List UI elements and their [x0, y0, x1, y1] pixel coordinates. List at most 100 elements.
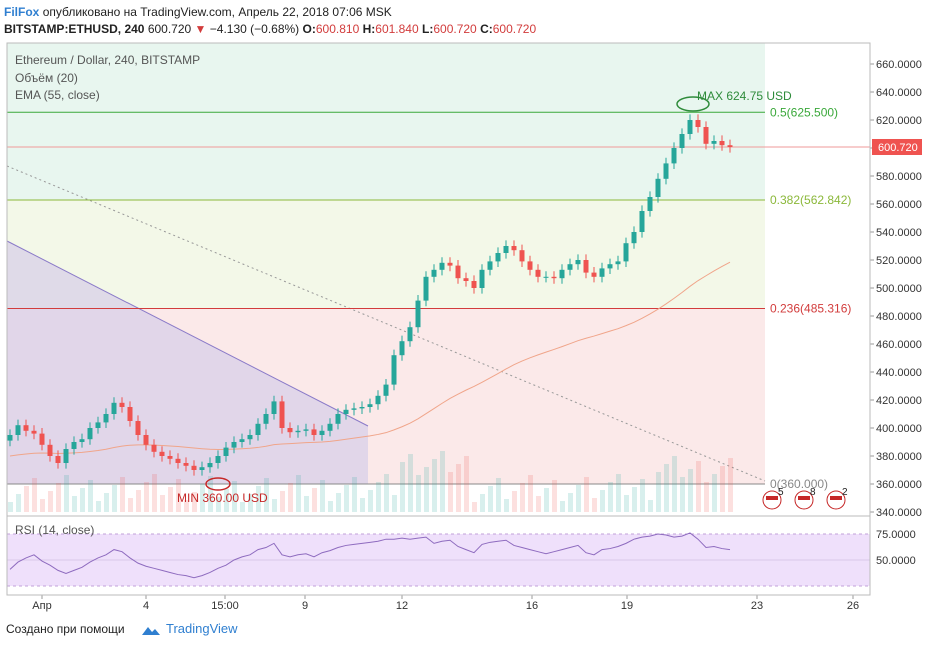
volume-bar	[168, 487, 173, 512]
volume-bar	[256, 486, 261, 512]
candle-body	[495, 253, 501, 262]
candle	[63, 443, 69, 469]
volume-bar	[472, 502, 477, 512]
candle	[183, 457, 189, 472]
volume-bar	[192, 492, 197, 512]
candle-body	[551, 276, 557, 279]
current-price-tag	[872, 138, 922, 155]
volume-bar	[408, 454, 413, 512]
candle-body	[471, 281, 477, 288]
candle-body	[159, 451, 165, 456]
candle-body	[191, 465, 197, 470]
candle-body	[127, 407, 133, 421]
current-price-label: 600.720	[878, 142, 918, 154]
candle-body	[703, 127, 709, 144]
rsi-legend[interactable]: RSI (14, close)	[15, 523, 95, 537]
candle	[511, 240, 517, 256]
dotted-trendline	[6, 165, 766, 482]
time-tick-label: 16	[526, 600, 538, 612]
volume-bar	[136, 490, 141, 512]
candle	[711, 135, 717, 150]
volume-bar	[64, 475, 69, 512]
candle-body	[631, 232, 637, 244]
candle-body	[559, 269, 565, 279]
volume-bar	[392, 495, 397, 512]
volume-bar	[584, 477, 589, 512]
volume-legend[interactable]: Объём (20)	[15, 71, 78, 85]
triangle-upper-line	[6, 240, 369, 427]
candle	[367, 398, 373, 413]
volume-bar	[720, 466, 725, 512]
candle	[71, 436, 77, 455]
candle-body	[503, 246, 509, 253]
volume-bar	[184, 500, 189, 512]
tradingview-logo[interactable]: TradingView	[140, 621, 238, 636]
volume-bar	[384, 474, 389, 512]
author-link[interactable]: FilFox	[4, 5, 40, 19]
candle	[223, 442, 229, 462]
candle-body	[303, 429, 309, 431]
candle	[111, 397, 117, 420]
candle-body	[727, 145, 733, 147]
candle	[87, 422, 93, 445]
volume-bar	[352, 477, 357, 512]
volume-bar	[504, 499, 509, 512]
volume-bar	[688, 469, 693, 512]
candle-body	[423, 276, 429, 301]
candle	[407, 321, 413, 347]
candle-body	[135, 421, 141, 435]
volume-bar	[424, 467, 429, 512]
price-tick-label: 540.0000	[876, 227, 922, 239]
candle-body	[487, 261, 493, 270]
volume-bar	[368, 490, 373, 512]
volume-bar	[728, 458, 733, 512]
candle-body	[279, 401, 285, 428]
volume-bar	[264, 478, 269, 512]
candle	[647, 191, 653, 217]
volume-bar	[104, 493, 109, 512]
candle-body	[23, 425, 29, 431]
candle	[7, 429, 13, 447]
candle	[639, 205, 645, 238]
candle-body	[143, 435, 149, 445]
candle-body	[15, 425, 21, 435]
fib-zone-0.382	[7, 200, 765, 309]
price-tick-label: 580.0000	[876, 171, 922, 183]
volume-bar	[208, 476, 213, 512]
candle-body	[215, 456, 221, 463]
candle	[679, 128, 685, 154]
candle-body	[247, 435, 253, 440]
candle	[623, 237, 629, 267]
candle	[255, 418, 261, 441]
candle	[559, 264, 565, 284]
candle-body	[295, 430, 301, 433]
candle	[575, 254, 581, 270]
candle	[447, 257, 453, 272]
candle	[535, 264, 541, 283]
candle	[695, 114, 701, 133]
volume-bar	[400, 462, 405, 512]
volume-bar	[280, 491, 285, 512]
candle-body	[55, 456, 61, 463]
volume-bar	[328, 501, 333, 512]
candle	[687, 114, 693, 140]
candle	[383, 379, 389, 402]
price-tick-label: 440.0000	[876, 367, 922, 379]
candle	[655, 173, 661, 203]
candle-body	[671, 148, 677, 164]
time-tick-label: 19	[621, 600, 633, 612]
candle	[95, 416, 101, 434]
volume-bar	[456, 464, 461, 512]
min-circle-annotation	[205, 477, 231, 491]
candle-body	[463, 278, 469, 281]
candle-body	[535, 269, 541, 277]
volume-bar	[240, 502, 245, 512]
candle	[135, 415, 141, 441]
rsi-tick-label: 75.0000	[876, 529, 916, 541]
ema-legend[interactable]: EMA (55, close)	[15, 88, 100, 102]
series-title[interactable]: Ethereum / Dollar, 240, BITSTAMP	[15, 53, 201, 67]
candle	[103, 408, 109, 428]
candle	[527, 255, 533, 276]
